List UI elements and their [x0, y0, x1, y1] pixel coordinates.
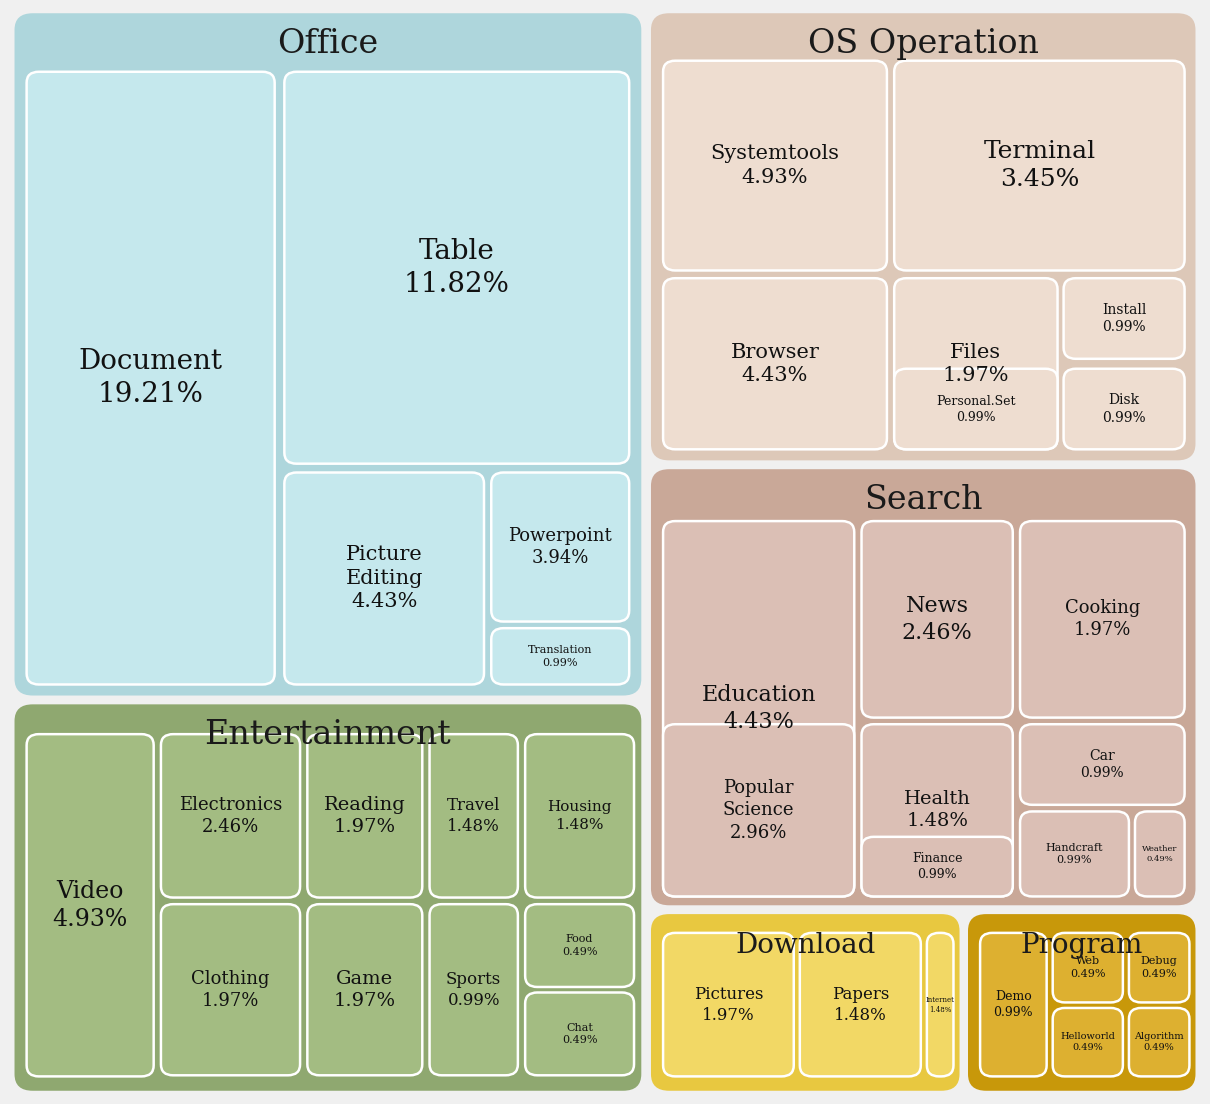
Text: Systemtools
4.93%: Systemtools 4.93% — [710, 145, 840, 187]
Text: Terminal
3.45%: Terminal 3.45% — [984, 140, 1095, 191]
FancyBboxPatch shape — [1020, 521, 1185, 718]
Text: Helloworld
0.49%: Helloworld 0.49% — [1060, 1032, 1116, 1052]
Text: Install
0.99%: Install 0.99% — [1102, 302, 1146, 335]
FancyBboxPatch shape — [1064, 369, 1185, 449]
FancyBboxPatch shape — [491, 473, 629, 622]
FancyBboxPatch shape — [525, 904, 634, 987]
FancyBboxPatch shape — [800, 933, 921, 1076]
Text: Table
11.82%: Table 11.82% — [404, 237, 509, 298]
Text: Pictures
1.97%: Pictures 1.97% — [693, 986, 764, 1023]
Text: Cooking
1.97%: Cooking 1.97% — [1065, 599, 1140, 639]
FancyBboxPatch shape — [663, 521, 854, 896]
FancyBboxPatch shape — [663, 933, 794, 1076]
Text: Sports
0.99%: Sports 0.99% — [446, 970, 501, 1009]
Text: Demo
0.99%: Demo 0.99% — [993, 990, 1033, 1019]
Text: OS Operation: OS Operation — [808, 29, 1038, 60]
Text: Web
0.49%: Web 0.49% — [1070, 956, 1106, 979]
Text: Reading
1.97%: Reading 1.97% — [324, 796, 405, 836]
Text: Download: Download — [734, 932, 876, 958]
Text: Browser
4.43%: Browser 4.43% — [731, 342, 819, 385]
Text: Translation
0.99%: Translation 0.99% — [528, 645, 593, 668]
FancyBboxPatch shape — [968, 914, 1195, 1091]
FancyBboxPatch shape — [663, 724, 854, 896]
Text: Travel
1.48%: Travel 1.48% — [446, 797, 501, 835]
FancyBboxPatch shape — [663, 61, 887, 270]
FancyBboxPatch shape — [525, 992, 634, 1075]
Text: Video
4.93%: Video 4.93% — [52, 880, 128, 931]
Text: Algorithm
0.49%: Algorithm 0.49% — [1134, 1032, 1185, 1052]
Text: Entertainment: Entertainment — [204, 720, 451, 751]
FancyBboxPatch shape — [1129, 933, 1189, 1002]
Text: Search: Search — [864, 485, 983, 516]
Text: Finance
0.99%: Finance 0.99% — [912, 852, 962, 881]
Text: Education
4.43%: Education 4.43% — [702, 684, 816, 733]
Text: Disk
0.99%: Disk 0.99% — [1102, 393, 1146, 425]
FancyBboxPatch shape — [651, 13, 1195, 460]
Text: Car
0.99%: Car 0.99% — [1081, 749, 1124, 781]
FancyBboxPatch shape — [307, 904, 422, 1075]
FancyBboxPatch shape — [15, 13, 641, 696]
FancyBboxPatch shape — [284, 72, 629, 464]
FancyBboxPatch shape — [1053, 933, 1123, 1002]
FancyBboxPatch shape — [161, 734, 300, 898]
Text: Program: Program — [1020, 932, 1143, 958]
FancyBboxPatch shape — [862, 724, 1013, 896]
FancyBboxPatch shape — [1129, 1008, 1189, 1076]
FancyBboxPatch shape — [161, 904, 300, 1075]
FancyBboxPatch shape — [1064, 278, 1185, 359]
Text: Debug
0.49%: Debug 0.49% — [1141, 956, 1177, 979]
FancyBboxPatch shape — [651, 469, 1195, 905]
FancyBboxPatch shape — [430, 904, 518, 1075]
FancyBboxPatch shape — [862, 837, 1013, 896]
Text: Health
1.48%: Health 1.48% — [904, 790, 970, 830]
Text: Papers
1.48%: Papers 1.48% — [831, 986, 889, 1023]
Text: Handcraft
0.99%: Handcraft 0.99% — [1045, 842, 1104, 866]
Text: News
2.46%: News 2.46% — [901, 595, 973, 644]
FancyBboxPatch shape — [27, 734, 154, 1076]
FancyBboxPatch shape — [894, 61, 1185, 270]
Text: Chat
0.49%: Chat 0.49% — [561, 1022, 598, 1045]
FancyBboxPatch shape — [862, 521, 1013, 718]
Text: Office: Office — [277, 29, 379, 60]
Text: Powerpoint
3.94%: Powerpoint 3.94% — [508, 527, 612, 567]
FancyBboxPatch shape — [284, 473, 484, 684]
Text: Document
19.21%: Document 19.21% — [79, 348, 223, 408]
Text: Game
1.97%: Game 1.97% — [334, 969, 396, 1010]
FancyBboxPatch shape — [980, 933, 1047, 1076]
Text: Files
1.97%: Files 1.97% — [943, 342, 1009, 385]
Text: Popular
Science
2.96%: Popular Science 2.96% — [722, 779, 795, 841]
FancyBboxPatch shape — [491, 628, 629, 684]
FancyBboxPatch shape — [651, 914, 960, 1091]
FancyBboxPatch shape — [27, 72, 275, 684]
Text: Picture
Editing
4.43%: Picture Editing 4.43% — [346, 545, 422, 612]
FancyBboxPatch shape — [1020, 724, 1185, 805]
Text: Personal.Set
0.99%: Personal.Set 0.99% — [937, 394, 1015, 424]
Text: Housing
1.48%: Housing 1.48% — [547, 800, 612, 831]
FancyBboxPatch shape — [927, 933, 953, 1076]
FancyBboxPatch shape — [15, 704, 641, 1091]
Text: Internet
1.48%: Internet 1.48% — [926, 996, 955, 1013]
FancyBboxPatch shape — [307, 734, 422, 898]
Text: Clothing
1.97%: Clothing 1.97% — [191, 969, 270, 1010]
FancyBboxPatch shape — [1135, 811, 1185, 896]
FancyBboxPatch shape — [1020, 811, 1129, 896]
Text: Food
0.49%: Food 0.49% — [561, 934, 598, 957]
Text: Weather
0.49%: Weather 0.49% — [1142, 845, 1177, 863]
FancyBboxPatch shape — [430, 734, 518, 898]
FancyBboxPatch shape — [663, 278, 887, 449]
FancyBboxPatch shape — [894, 278, 1058, 449]
FancyBboxPatch shape — [525, 734, 634, 898]
Text: Electronics
2.46%: Electronics 2.46% — [179, 796, 282, 836]
FancyBboxPatch shape — [1053, 1008, 1123, 1076]
FancyBboxPatch shape — [894, 369, 1058, 449]
